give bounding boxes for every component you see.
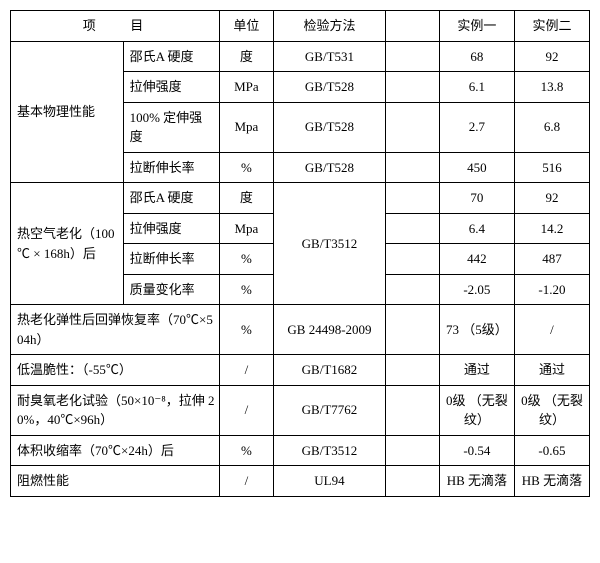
cell-blank [386,244,440,275]
hdr-ex1: 实例一 [439,11,514,42]
cell-blank [386,466,440,497]
cell-prop: 拉断伸长率 [123,152,220,183]
table-row: 体积收缩率（70℃×24h）后 % GB/T3512 -0.54 -0.65 [11,435,590,466]
cell-blank [386,435,440,466]
cell-method: GB/T531 [273,41,386,72]
cell-unit: % [220,305,274,355]
cell-method: GB/T7762 [273,385,386,435]
cell-ex2: 516 [514,152,589,183]
cell-method: GB/T528 [273,102,386,152]
cell-ex2: 92 [514,183,589,214]
cell-ex1: 450 [439,152,514,183]
cell-prop: 耐臭氧老化试验（50×10⁻⁸，拉伸 20%，40℃×96h） [11,385,220,435]
cell-blank [386,213,440,244]
cell-ex2: -1.20 [514,274,589,305]
cell-method: UL94 [273,466,386,497]
hdr-item: 项 目 [11,11,220,42]
spec-table: 项 目 单位 检验方法 实例一 实例二 基本物理性能 邵氏A 硬度 度 GB/T… [10,10,590,497]
table-row: 耐臭氧老化试验（50×10⁻⁸，拉伸 20%，40℃×96h） / GB/T77… [11,385,590,435]
table-row: 热老化弹性后回弹恢复率（70℃×504h） % GB 24498-2009 73… [11,305,590,355]
cell-ex1: 73 （5级） [439,305,514,355]
hdr-ex2: 实例二 [514,11,589,42]
cell-prop: 体积收缩率（70℃×24h）后 [11,435,220,466]
cell-unit: % [220,274,274,305]
cell-prop: 阻燃性能 [11,466,220,497]
cell-method: GB/T3512 [273,183,386,305]
cell-ex1: 2.7 [439,102,514,152]
cell-unit: / [220,355,274,386]
cell-prop: 低温脆性：（-55℃） [11,355,220,386]
cell-ex2: 13.8 [514,72,589,103]
cell-ex1: 68 [439,41,514,72]
table-row: 阻燃性能 / UL94 HB 无滴落 HB 无滴落 [11,466,590,497]
cell-ex1: 70 [439,183,514,214]
cell-blank [386,183,440,214]
cell-unit: % [220,152,274,183]
cell-unit: % [220,244,274,275]
cell-prop: 100% 定伸强度 [123,102,220,152]
cell-blank [386,385,440,435]
cell-prop: 拉伸强度 [123,72,220,103]
cell-prop: 拉断伸长率 [123,244,220,275]
cell-unit: Mpa [220,102,274,152]
cell-ex1: -0.54 [439,435,514,466]
hdr-blank [386,11,440,42]
cell-ex1: -2.05 [439,274,514,305]
cell-ex2: 92 [514,41,589,72]
cell-ex1: 442 [439,244,514,275]
cell-method: GB 24498-2009 [273,305,386,355]
cell-prop: 质量变化率 [123,274,220,305]
cell-ex2: / [514,305,589,355]
cell-ex2: 通过 [514,355,589,386]
cell-unit: 度 [220,41,274,72]
cell-prop: 拉伸强度 [123,213,220,244]
cell-ex2: 6.8 [514,102,589,152]
cell-prop: 热老化弹性后回弹恢复率（70℃×504h） [11,305,220,355]
cell-ex2: 0级 （无裂纹） [514,385,589,435]
hdr-unit: 单位 [220,11,274,42]
cell-ex2: -0.65 [514,435,589,466]
cell-ex1: HB 无滴落 [439,466,514,497]
cell-unit: / [220,466,274,497]
hdr-method: 检验方法 [273,11,386,42]
group2-label: 热空气老化（100 ℃ × 168h）后 [11,183,124,305]
cell-unit: 度 [220,183,274,214]
cell-prop: 邵氏A 硬度 [123,41,220,72]
cell-prop: 邵氏A 硬度 [123,183,220,214]
cell-ex1: 通过 [439,355,514,386]
cell-unit: Mpa [220,213,274,244]
cell-blank [386,152,440,183]
group1-label: 基本物理性能 [11,41,124,183]
cell-blank [386,305,440,355]
cell-ex1: 6.4 [439,213,514,244]
cell-unit: MPa [220,72,274,103]
cell-unit: / [220,385,274,435]
cell-method: GB/T3512 [273,435,386,466]
cell-method: GB/T1682 [273,355,386,386]
cell-blank [386,102,440,152]
cell-method: GB/T528 [273,72,386,103]
cell-unit: % [220,435,274,466]
cell-blank [386,72,440,103]
cell-blank [386,355,440,386]
table-row: 热空气老化（100 ℃ × 168h）后 邵氏A 硬度 度 GB/T3512 7… [11,183,590,214]
cell-blank [386,41,440,72]
cell-blank [386,274,440,305]
cell-ex1: 0级 （无裂纹） [439,385,514,435]
cell-ex2: 487 [514,244,589,275]
cell-ex2: 14.2 [514,213,589,244]
cell-ex1: 6.1 [439,72,514,103]
table-row: 低温脆性：（-55℃） / GB/T1682 通过 通过 [11,355,590,386]
header-row: 项 目 单位 检验方法 实例一 实例二 [11,11,590,42]
table-row: 基本物理性能 邵氏A 硬度 度 GB/T531 68 92 [11,41,590,72]
cell-ex2: HB 无滴落 [514,466,589,497]
cell-method: GB/T528 [273,152,386,183]
